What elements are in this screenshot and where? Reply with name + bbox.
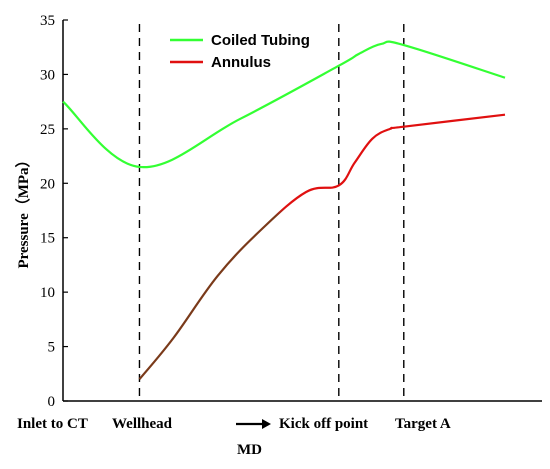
legend: Coiled Tubing Annulus	[170, 32, 310, 71]
x-category-label: Kick off point	[279, 416, 368, 432]
y-axis-title: Pressure（MPa）	[14, 152, 32, 268]
md-arrow-head	[262, 419, 271, 429]
md-arrow-icon	[236, 419, 271, 429]
x-category-label: Wellhead	[112, 416, 173, 432]
y-tick-label: 5	[48, 340, 56, 356]
legend-label: Annulus	[211, 54, 271, 71]
x-category-label: Target A	[395, 416, 451, 432]
series-line-annulus	[138, 113, 506, 380]
series-line-coiled-tubing	[62, 40, 506, 169]
y-tick-label: 20	[40, 176, 55, 192]
y-tick-label: 0	[48, 394, 56, 410]
series-lines	[62, 40, 506, 380]
x-category-label: Inlet to CT	[17, 416, 88, 432]
y-tick-label: 30	[40, 67, 55, 83]
legend-label: Coiled Tubing	[211, 32, 310, 49]
y-tick-label: 25	[40, 122, 55, 138]
section-markers: Inlet to CT Wellhead Kick off point Target …	[17, 24, 451, 432]
x-axis-title: MD	[237, 442, 262, 458]
axes: 0 5 10 15 20 25 30 35	[40, 13, 542, 410]
y-tick-label: 10	[40, 285, 55, 301]
y-tick-label: 15	[40, 231, 55, 247]
y-tick-label: 35	[40, 13, 55, 29]
